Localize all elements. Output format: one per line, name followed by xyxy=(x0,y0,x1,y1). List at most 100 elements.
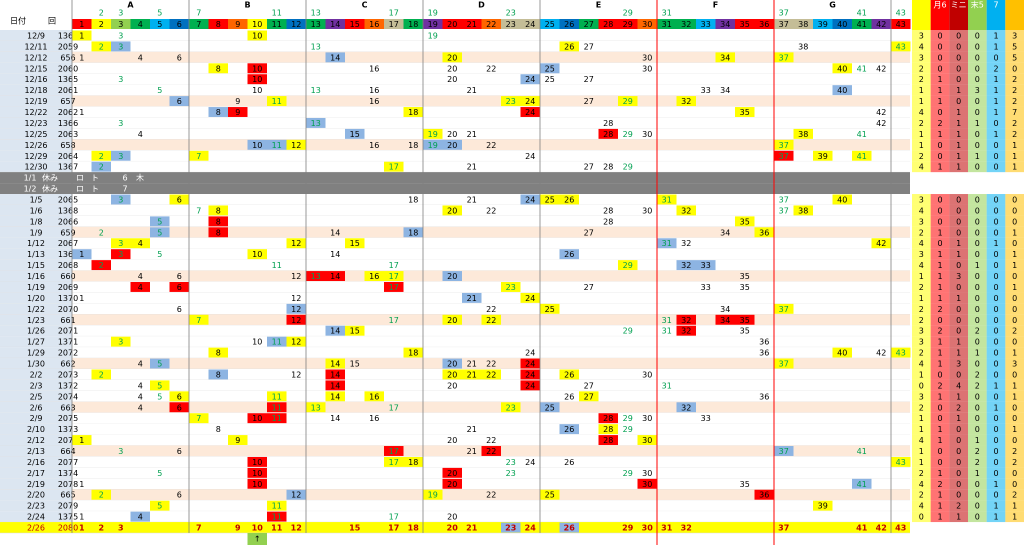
row-bg xyxy=(0,390,910,402)
cell-number: 25 xyxy=(545,305,555,314)
cell-number: 43 xyxy=(895,524,906,533)
right-value: 0 xyxy=(975,491,980,500)
cell-number: 42 xyxy=(876,64,886,73)
right-cell xyxy=(912,456,931,468)
right-value: 1 xyxy=(956,250,961,259)
cell-fill xyxy=(208,347,228,358)
right-cell xyxy=(986,30,1006,41)
right-cell xyxy=(968,478,987,490)
right-value: 3 xyxy=(956,360,961,369)
right-cell xyxy=(986,325,1006,337)
right-cell xyxy=(986,270,1006,282)
holiday-text: 休み xyxy=(42,184,58,194)
cell-number: 20 xyxy=(447,469,457,478)
cell-fill xyxy=(832,194,852,205)
cell-fill xyxy=(384,271,404,281)
right-cell xyxy=(912,150,931,162)
cell-number: 2 xyxy=(99,42,104,51)
cell-fill xyxy=(520,380,540,391)
cell-number: 13 xyxy=(311,403,321,412)
right-cell xyxy=(949,303,968,315)
cell-number: 24 xyxy=(525,458,535,467)
cell-fill xyxy=(540,402,560,413)
header-number: 38 xyxy=(798,20,808,29)
right-cell xyxy=(1005,456,1024,468)
cell-fill xyxy=(384,282,404,292)
right-cell xyxy=(949,336,968,348)
row-bg xyxy=(0,73,910,85)
cell-number: 9 xyxy=(235,108,240,117)
cell-number: 24 xyxy=(525,108,535,117)
date-header: 日付 xyxy=(10,16,26,26)
cell-number: 20 xyxy=(447,272,457,281)
group-label: E xyxy=(596,1,601,10)
right-cell xyxy=(912,215,931,227)
cell-number: 3 xyxy=(118,31,123,40)
right-cell xyxy=(968,401,987,413)
right-value: 0 xyxy=(993,250,998,259)
right-cell xyxy=(912,51,931,63)
cell-fill xyxy=(364,271,384,281)
right-cell xyxy=(930,390,950,402)
right-cell xyxy=(968,270,987,282)
right-cell xyxy=(930,95,950,107)
cell-number: 25 xyxy=(545,195,555,204)
cell-fill xyxy=(208,369,228,380)
cell-number: 43 xyxy=(896,349,906,358)
date: 2/12 xyxy=(27,436,45,445)
cell-number: 3 xyxy=(118,42,123,51)
row-bg xyxy=(0,215,910,227)
cell-number: 28 xyxy=(603,163,613,172)
date-bg xyxy=(0,106,72,118)
right-cell xyxy=(986,434,1006,446)
arrow-cell xyxy=(247,533,267,545)
right-cell xyxy=(949,314,968,326)
date-bg xyxy=(0,95,72,107)
right-cell xyxy=(930,467,950,479)
cell-number: 23 xyxy=(506,403,516,412)
right-value: 0 xyxy=(937,31,942,40)
cell-number: 8 xyxy=(216,206,221,215)
date-bg xyxy=(0,511,72,523)
date-bg xyxy=(0,347,72,359)
header-number: 40 xyxy=(837,20,847,29)
cell-number: 8 xyxy=(216,425,221,434)
right-value: 1 xyxy=(1012,349,1017,358)
cell-number: 11 xyxy=(272,141,282,150)
draw-number: 1368 xyxy=(58,206,78,215)
cell-fill xyxy=(208,63,228,74)
cell-number: 27 xyxy=(584,97,594,106)
right-cell xyxy=(930,303,950,315)
header-number: 6 xyxy=(177,20,182,29)
right-value: 3 xyxy=(956,272,961,281)
cell-number: 14 xyxy=(330,327,340,336)
right-cell xyxy=(1005,358,1024,369)
header-number: 12 xyxy=(291,20,301,29)
row-bg xyxy=(0,456,910,468)
right-cell xyxy=(930,401,950,413)
right-value: 0 xyxy=(993,261,998,270)
row-bg xyxy=(0,150,910,162)
right-value: 1 xyxy=(993,381,998,390)
right-value: 0 xyxy=(993,152,998,161)
cell-number: 21 xyxy=(467,195,477,204)
cell-number: 32 xyxy=(681,327,691,336)
right-value: 0 xyxy=(937,108,942,117)
right-value: 4 xyxy=(919,239,924,248)
cell-number: 24 xyxy=(525,195,535,204)
cell-fill xyxy=(189,413,209,424)
right-value: 1 xyxy=(937,86,942,95)
cell-number: 25 xyxy=(545,491,555,500)
right-cell xyxy=(1005,150,1024,162)
right-value: 0 xyxy=(993,370,998,379)
right-value: 1 xyxy=(919,458,924,467)
cell-fill xyxy=(540,489,560,500)
cell-fill xyxy=(247,139,267,150)
header-cell xyxy=(501,19,521,29)
cell-number: 20 xyxy=(447,206,457,215)
header-number: 4 xyxy=(138,20,143,29)
holiday-text: ロ xyxy=(76,185,84,194)
holiday-row xyxy=(0,172,910,184)
right-value: 1 xyxy=(1012,381,1017,390)
cell-fill xyxy=(696,260,716,271)
